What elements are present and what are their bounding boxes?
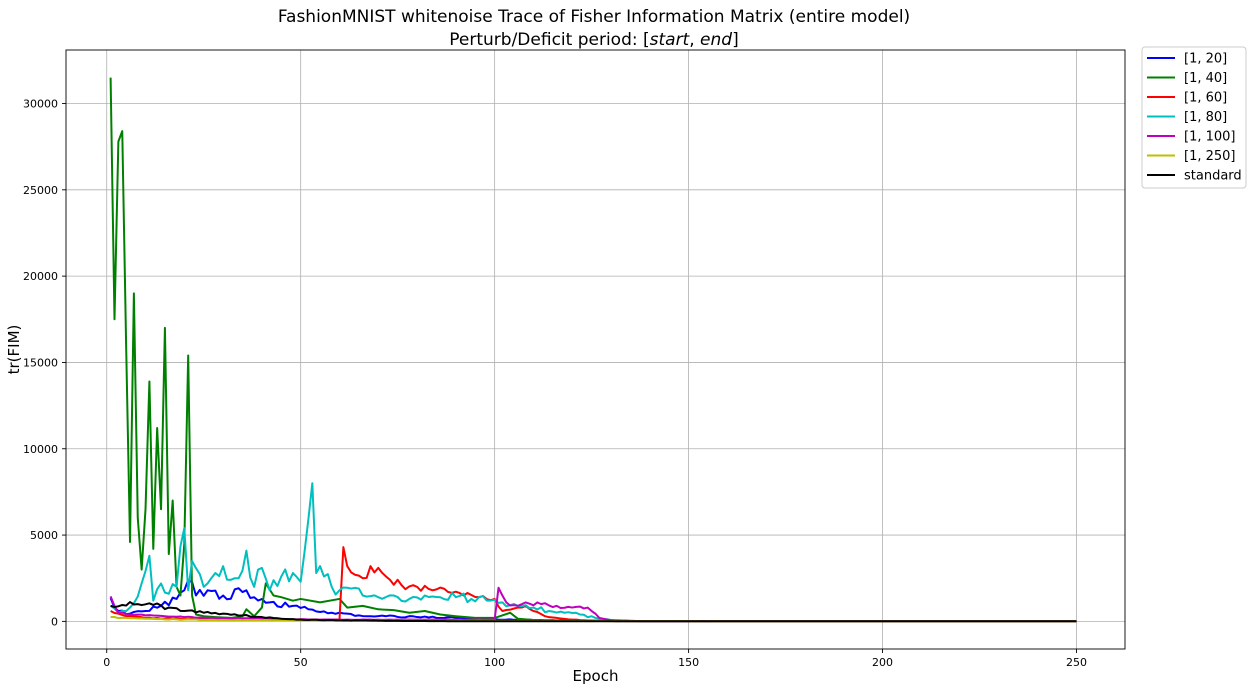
legend-label: [1, 100]: [1184, 130, 1236, 145]
chart-title: FashionMNIST whitenoise Trace of Fisher …: [278, 7, 910, 27]
y-tick-label: 5000: [30, 529, 58, 542]
y-tick-label: 10000: [23, 443, 58, 456]
x-tick-label: 250: [1066, 656, 1087, 669]
x-tick-label: 0: [103, 656, 110, 669]
y-tick-label: 30000: [23, 98, 58, 111]
x-tick-label: 200: [872, 656, 893, 669]
y-tick-label: 20000: [23, 270, 58, 283]
y-axis-label: tr(FIM): [5, 325, 23, 375]
legend-label: standard: [1184, 169, 1242, 184]
plot-frame: [65, 49, 1126, 650]
legend-label: [1, 80]: [1184, 110, 1227, 125]
legend-label: [1, 250]: [1184, 149, 1236, 164]
y-tick-label: 15000: [23, 356, 58, 369]
legend-label: [1, 20]: [1184, 52, 1227, 67]
series-line: [110, 601, 1077, 623]
plot-series: [109, 77, 1077, 623]
legend-label: [1, 60]: [1184, 91, 1227, 106]
x-tick-label: 50: [294, 656, 308, 669]
series-line: [109, 77, 1077, 623]
x-axis-label: Epoch: [573, 667, 619, 685]
x-tick-label: 100: [484, 656, 505, 669]
legend-label: [1, 40]: [1184, 71, 1227, 86]
axis-ticks: 0 50 100 150 200 250 0 5000 10000 15000 20000 25000…: [23, 98, 1087, 669]
y-tick-label: 0: [51, 615, 58, 628]
x-tick-label: 150: [678, 656, 699, 669]
legend-frame: [1141, 46, 1247, 189]
legend: [1, 20] [1, 40] [1, 60] [1, 80] [1, 100] [1, …: [1141, 46, 1247, 189]
chart-subtitle: Perturb/Deficit period: [start, end]: [449, 30, 738, 50]
y-tick-label: 25000: [23, 184, 58, 197]
